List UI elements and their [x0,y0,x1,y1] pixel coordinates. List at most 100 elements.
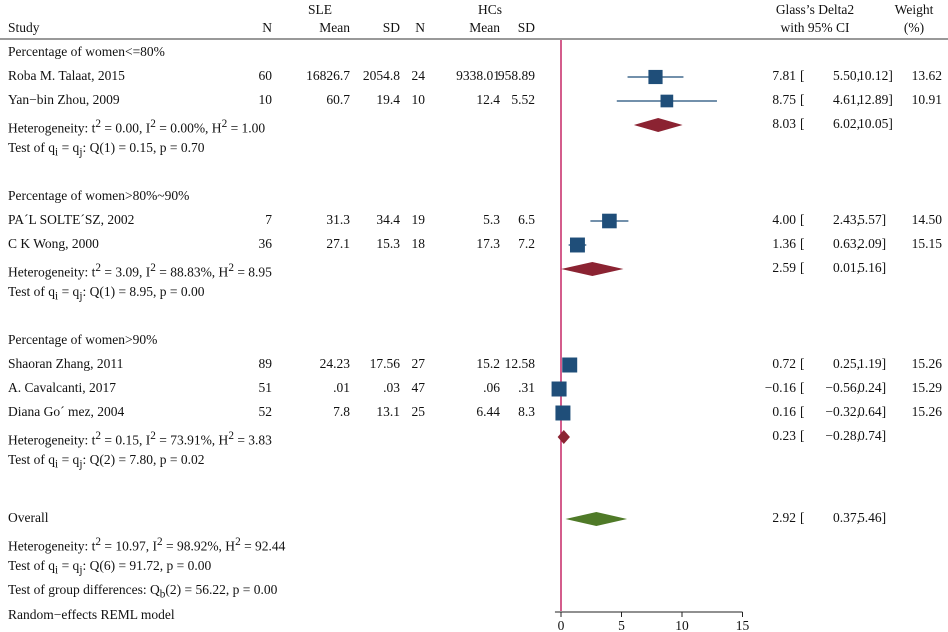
study-name: Shaoran Zhang, 2011 [8,356,124,371]
x-tick-label: 5 [618,618,625,632]
x-tick-label: 15 [736,618,750,632]
study-mean1: 7.8 [333,404,350,419]
study-hi: 12.89] [858,92,893,107]
test-c: : Q(1) = 8.95, p = 0.00 [82,284,205,299]
study-weight: 15.29 [911,380,942,395]
test-a: Test of q [8,558,56,573]
study-lo: 4.61, [833,92,860,107]
het-prefix: Heterogeneity: t [8,264,96,280]
overall-test: Test of qi = qj: Q(6) = 91.72, p = 0.00 [8,558,211,579]
study-lo: 5.50, [833,68,860,83]
het-i: = 3.09, I [100,264,151,280]
header-effect-2: with 95% CI [780,20,850,35]
group-title: Percentage of women>80%~90% [8,188,190,203]
header-sd2: SD [517,20,535,35]
subgroup-pooled-bracket: [ [800,428,805,443]
header-study: Study [8,20,40,35]
study-n1: 10 [258,92,273,107]
header-n1: N [262,20,272,35]
het-sup: 2 [95,118,101,130]
het-sup: 2 [221,118,228,130]
test-b: = q [58,452,80,467]
test-c: : Q(6) = 91.72, p = 0.00 [82,558,212,573]
header-weight-1: Weight [894,2,934,17]
het-h: = 88.83%, H [155,264,229,280]
het-prefix: Heterogeneity: t [8,120,96,136]
study-mean1: 27.1 [326,236,350,251]
overall-bracket: [ [800,510,805,525]
study-weight: 14.50 [911,212,942,227]
test-b: = q [58,284,80,299]
subgroup-pooled-hi: 0.74] [858,428,887,443]
model-note: Random−effects REML model [8,607,175,622]
study-est: 1.36 [772,236,796,251]
study-sd2: 8.3 [518,404,535,419]
study-hi: 5.57] [858,212,887,227]
study-sd1: 34.4 [376,212,400,227]
het-sup: 2 [228,262,234,274]
header-n2: N [415,20,425,35]
study-mean1: 31.3 [326,212,350,227]
study-effect-square [660,94,674,108]
study-est: 7.81 [772,68,796,83]
study-n2: 10 [411,92,426,107]
subgroup-diamond [633,118,683,132]
study-weight: 10.91 [911,92,942,107]
overall-est: 2.92 [772,510,796,525]
study-bracket: [ [800,212,805,227]
study-n2: 24 [411,68,426,83]
study-bracket: [ [800,92,805,107]
het-h: = 98.92%, H [162,538,236,554]
test-si: i [55,458,59,471]
subgroup-heterogeneity: Heterogeneity: t2 = 0.00, I2 = 0.00%, H2… [8,116,265,137]
study-n2: 25 [411,404,426,419]
study-sd1: 17.56 [369,356,400,371]
subgroup-pooled-lo: 0.01, [833,260,860,275]
study-est: 0.16 [772,404,796,419]
het-h: = 73.91%, H [155,432,229,448]
het-sup: 2 [150,430,156,442]
study-mean1: .01 [333,380,350,395]
x-tick-label: 10 [675,618,689,632]
het-sup: 2 [95,430,101,442]
study-n1: 52 [258,404,273,419]
study-sd2: 958.89 [497,68,535,83]
study-weight: 15.26 [911,404,942,419]
study-n1: 60 [258,68,273,83]
test-c: : Q(2) = 7.80, p = 0.02 [82,452,205,467]
het-sup: 2 [235,536,241,548]
study-hi: 0.64] [858,404,887,419]
het-end: = 3.83 [233,432,272,448]
study-hi: 10.12] [858,68,893,83]
het-sup: 2 [95,262,101,274]
header-effect-1: Glass’s Delta2 [775,2,855,17]
test-si: i [55,146,59,159]
het-sup: 2 [150,262,156,274]
test-sj: j [79,458,83,471]
study-name: Yan−bin Zhou, 2009 [8,92,120,107]
het-i: = 0.00, I [100,120,151,136]
study-est: −0.16 [764,380,796,395]
study-effect-square [562,357,578,373]
het-prefix: Heterogeneity: t [8,432,96,448]
study-mean2: 9338.01 [456,68,500,83]
het-h: = 0.00%, H [155,120,222,136]
header-hcs: HCs [477,2,502,17]
study-mean2: 15.2 [476,356,500,371]
study-mean2: 17.3 [476,236,500,251]
het-sup: 2 [156,536,163,548]
study-sd2: 7.2 [518,236,535,251]
header-weight-2: (%) [903,20,925,35]
test-a: Test of q [8,284,56,299]
test-sj: j [79,146,83,159]
study-effect-square [555,405,571,421]
study-n2: 19 [411,212,426,227]
subgroup-pooled-hi: 5.16] [858,260,887,275]
study-mean2: 12.4 [476,92,500,107]
study-lo: 2.43, [833,212,860,227]
study-sd2: .31 [518,380,535,395]
study-sd1: 15.3 [376,236,400,251]
study-sd1: 13.1 [376,404,400,419]
subgroup-pooled-est: 8.03 [772,116,796,131]
